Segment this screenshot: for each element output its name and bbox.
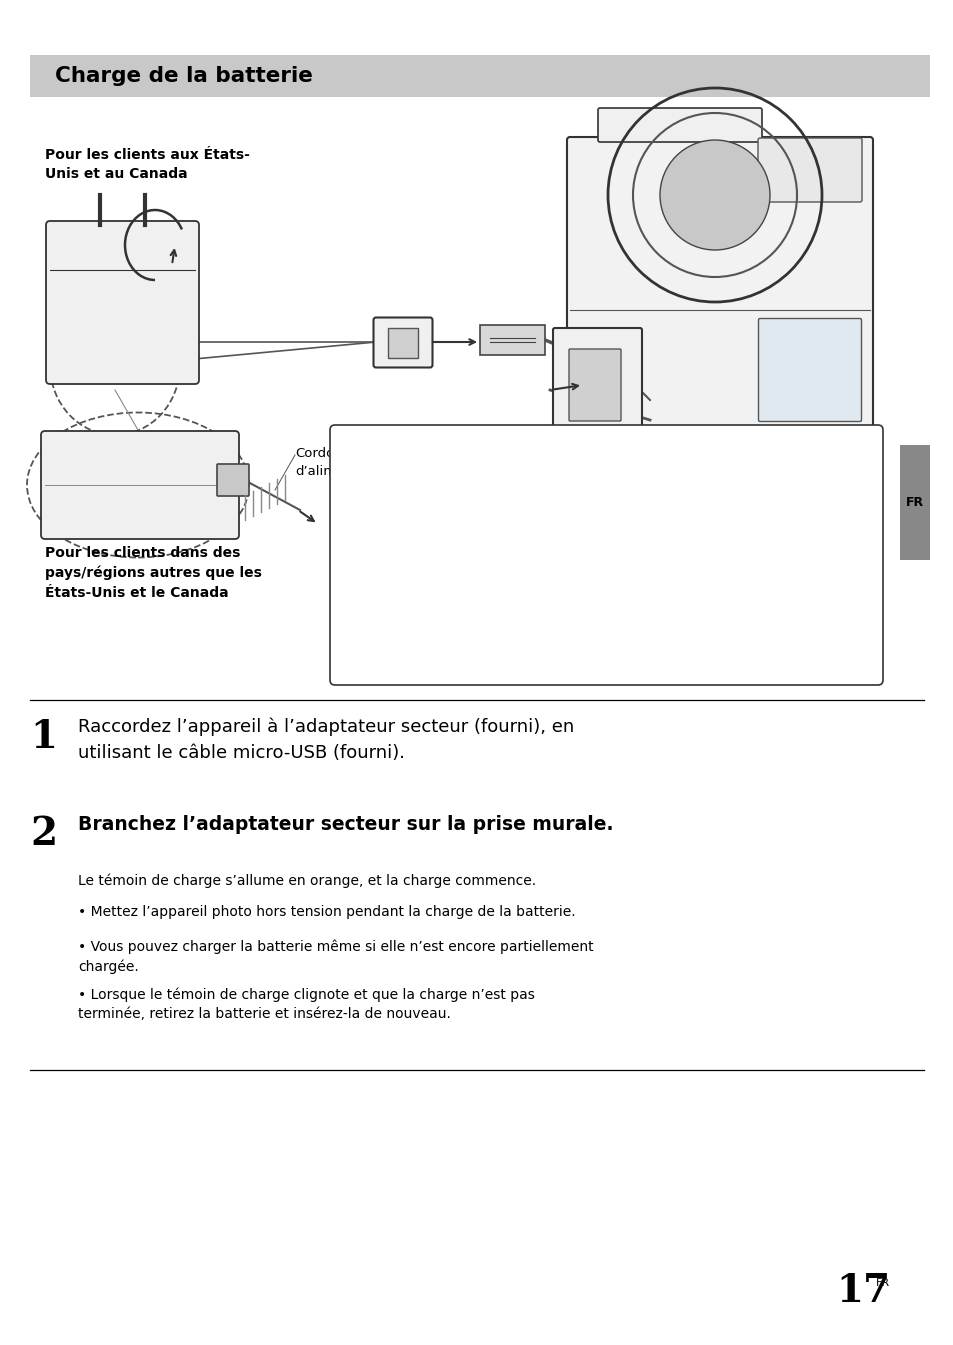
FancyBboxPatch shape — [598, 108, 761, 143]
Text: Branchez l’adaptateur secteur sur la prise murale.: Branchez l’adaptateur secteur sur la pri… — [78, 815, 613, 834]
FancyBboxPatch shape — [553, 328, 641, 443]
FancyBboxPatch shape — [46, 221, 199, 385]
Text: Pour les clients aux États-
Unis et au Canada: Pour les clients aux États- Unis et au C… — [45, 148, 250, 182]
Text: Allumé : en charge: Allumé : en charge — [347, 468, 473, 480]
FancyBboxPatch shape — [479, 325, 544, 355]
Text: momentanée de la charge parce que: momentanée de la charge parce que — [347, 585, 607, 599]
Text: FR: FR — [875, 1278, 889, 1289]
Text: Éteint : charge terminée: Éteint : charge terminée — [347, 496, 509, 511]
Text: la température de l’appareil est en: la température de l’appareil est en — [347, 615, 592, 628]
Text: dehors de la plage recommandée: dehors de la plage recommandée — [347, 644, 584, 656]
Text: FR: FR — [905, 496, 923, 508]
Text: Pour les clients dans des
pays/régions autres que les
États-Unis et le Canada: Pour les clients dans des pays/régions a… — [45, 546, 262, 600]
Text: 2: 2 — [30, 815, 57, 853]
FancyBboxPatch shape — [566, 137, 872, 494]
FancyBboxPatch shape — [568, 348, 620, 421]
Text: Charge de la batterie: Charge de la batterie — [55, 66, 313, 86]
Text: • Mettez l’appareil photo hors tension pendant la charge de la batterie.: • Mettez l’appareil photo hors tension p… — [78, 905, 575, 919]
Text: Clignotant :: Clignotant : — [347, 526, 424, 539]
Text: Raccordez l’appareil à l’adaptateur secteur (fourni), en
utilisant le câble micr: Raccordez l’appareil à l’adaptateur sect… — [78, 718, 574, 761]
Text: Témoin de charge: Témoin de charge — [347, 438, 465, 451]
FancyBboxPatch shape — [758, 139, 862, 202]
Bar — [899, 445, 929, 560]
Text: • Vous pouvez charger la batterie même si elle n’est encore partiellement
chargé: • Vous pouvez charger la batterie même s… — [78, 940, 593, 974]
Text: 17: 17 — [835, 1272, 889, 1310]
FancyBboxPatch shape — [374, 317, 432, 367]
Text: Le témoin de charge s’allume en orange, et la charge commence.: Le témoin de charge s’allume en orange, … — [78, 873, 536, 888]
Text: 1: 1 — [30, 718, 57, 756]
FancyBboxPatch shape — [41, 430, 239, 539]
FancyBboxPatch shape — [388, 328, 417, 358]
Circle shape — [659, 140, 769, 250]
Text: • Lorsque le témoin de charge clignote et que la charge n’est pas
terminée, reti: • Lorsque le témoin de charge clignote e… — [78, 989, 535, 1021]
Text: Cordon
d’alimentation: Cordon d’alimentation — [294, 447, 392, 477]
FancyBboxPatch shape — [216, 464, 249, 496]
Bar — [30, 55, 929, 97]
Text: Erreur de charge ou interruption: Erreur de charge ou interruption — [347, 555, 576, 569]
FancyBboxPatch shape — [330, 425, 882, 685]
FancyBboxPatch shape — [758, 319, 861, 421]
